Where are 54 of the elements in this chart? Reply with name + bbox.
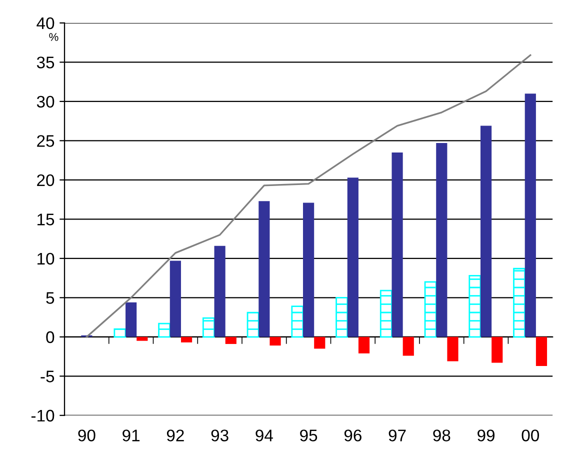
bar: [392, 152, 403, 337]
bar: [214, 246, 226, 337]
bar: [468, 274, 482, 338]
bar: [336, 296, 348, 338]
y-tick-label: 5: [46, 292, 54, 304]
bar: [447, 336, 458, 362]
bar: [225, 336, 236, 344]
y-tick-label: -10: [31, 410, 54, 422]
x-tick-label: 93: [211, 430, 228, 442]
x-tick-label: 94: [256, 430, 273, 442]
bar: [114, 328, 126, 338]
bar: [424, 281, 437, 338]
y-tick-label: 0: [46, 331, 54, 344]
y-tick-label: 20: [37, 174, 54, 186]
y-tick-label: 25: [37, 135, 54, 147]
bar: [480, 126, 492, 337]
bar: [246, 312, 260, 338]
bar: [314, 336, 326, 349]
x-tick-label: 97: [388, 430, 406, 442]
x-tick-label: 96: [344, 430, 362, 442]
bar: [136, 336, 148, 341]
bar: [536, 336, 548, 366]
x-tick-label: 00: [522, 430, 540, 442]
bar: [347, 178, 358, 337]
x-tick-label: 95: [300, 430, 318, 442]
bar: [436, 143, 448, 337]
x-tick-label: 91: [122, 430, 140, 442]
bar: [402, 336, 414, 356]
bar: [380, 290, 392, 338]
bar: [291, 306, 304, 338]
bar: [270, 336, 281, 346]
y-tick-label: 15: [38, 214, 54, 226]
y-tick-label: -5: [40, 370, 54, 382]
bar: [524, 94, 536, 337]
bar: [180, 336, 192, 342]
x-tick-label: 98: [433, 430, 450, 442]
bar: [258, 201, 270, 337]
x-tick-label: 92: [166, 430, 184, 442]
bar: [513, 268, 526, 338]
bar: [126, 302, 137, 337]
y-tick-label: 30: [36, 96, 54, 108]
x-tick-label: 90: [78, 430, 96, 442]
bar: [158, 322, 171, 338]
y-axis-title: %: [49, 33, 58, 41]
y-tick-label: 10: [38, 252, 54, 265]
bar: [492, 336, 503, 363]
bar: [358, 336, 370, 354]
y-tick-label: 40: [36, 17, 54, 30]
bar: [170, 260, 181, 337]
bar: [303, 202, 314, 337]
y-tick-label: 35: [36, 56, 54, 68]
x-tick-label: 99: [478, 430, 495, 442]
line-series: [86, 54, 532, 338]
bar: [202, 317, 215, 338]
